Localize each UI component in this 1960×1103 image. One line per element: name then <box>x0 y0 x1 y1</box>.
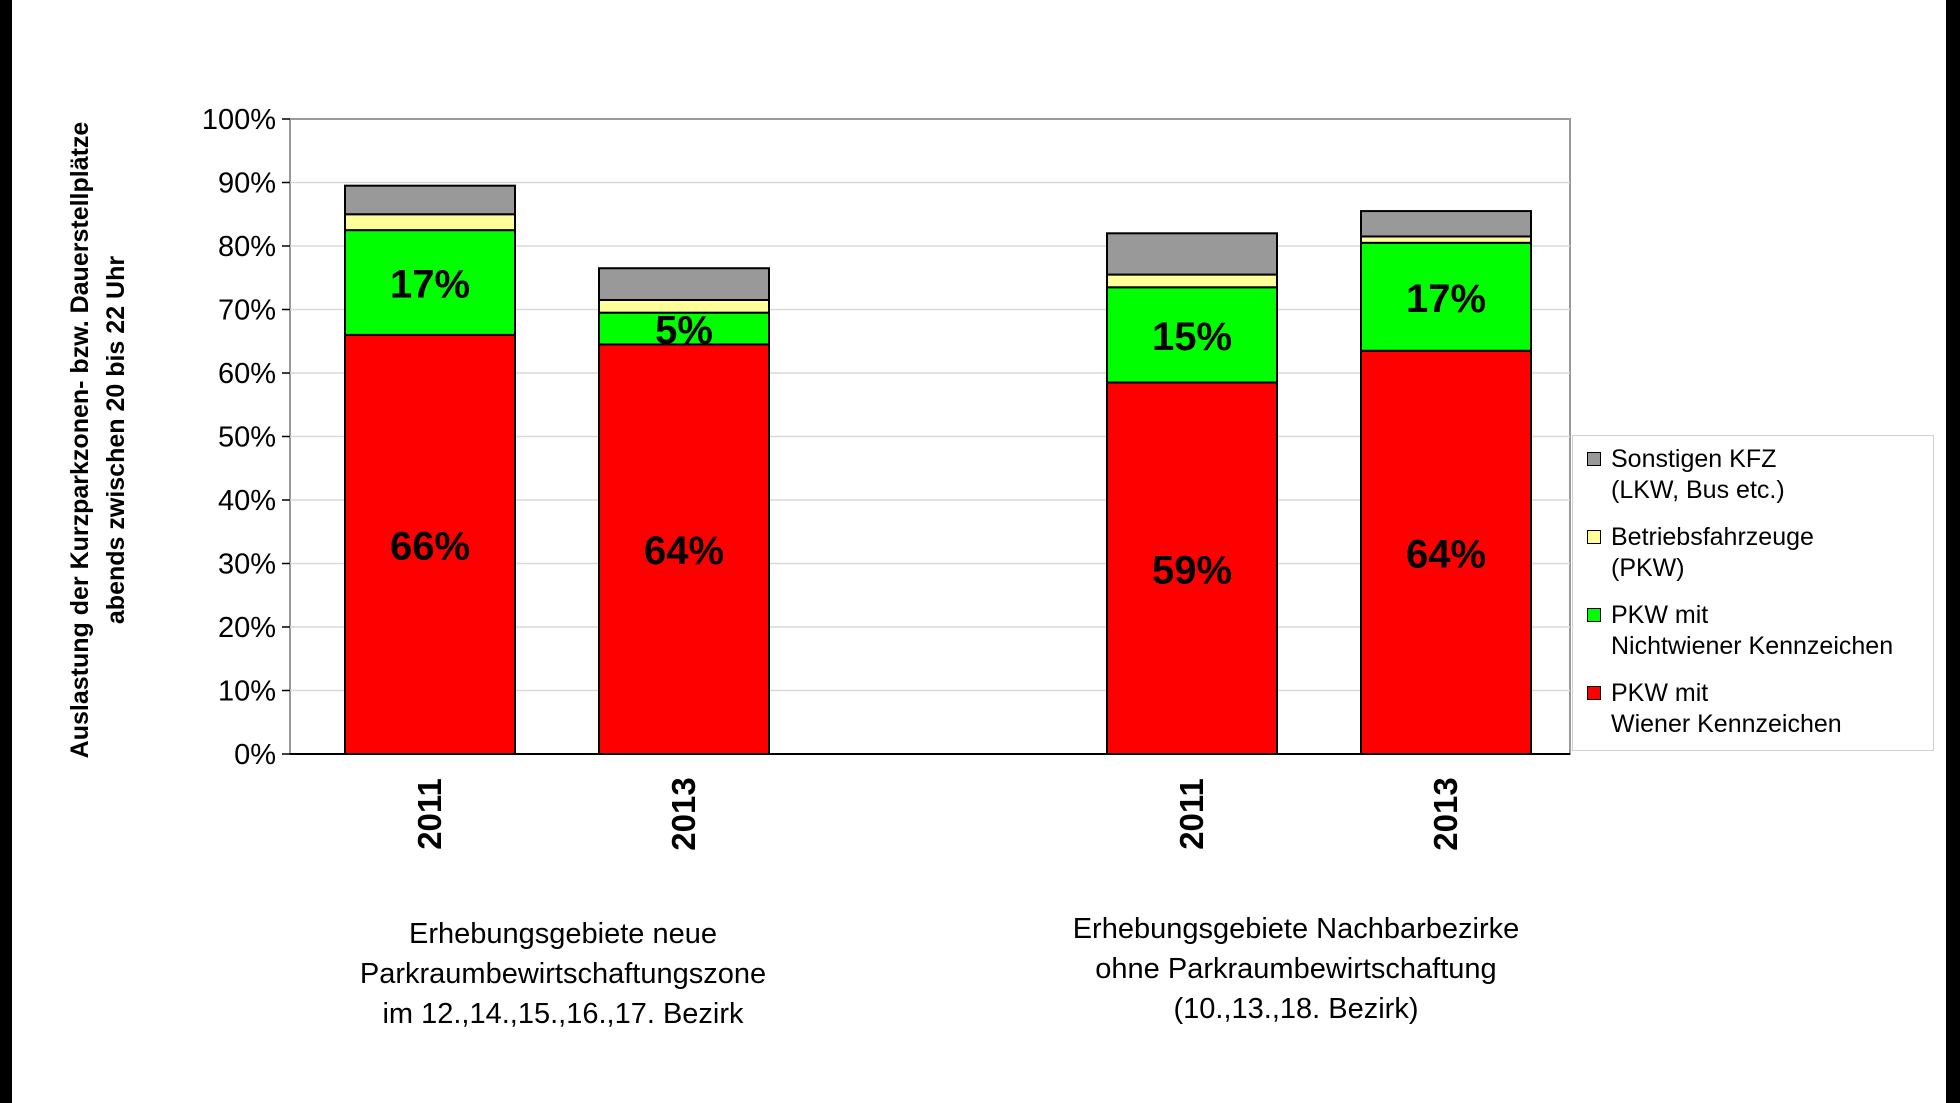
y-tick-label: 0% <box>234 739 276 771</box>
bar-segment <box>344 333 516 755</box>
x-axis-ticks: 2011 2013 2011 2013 <box>411 777 1464 850</box>
bar-segment <box>1360 349 1532 755</box>
y-tick-label: 70% <box>218 295 276 327</box>
group-label-line: ohne Parkraumbewirtschaftung <box>1095 953 1496 985</box>
bar-segment <box>1360 241 1532 352</box>
bar-segment <box>1106 232 1278 276</box>
bar-segment <box>1106 381 1278 755</box>
group-label-line: Erhebungsgebiete Nachbarbezirke <box>1073 913 1520 945</box>
legend-label: PKW mit Wiener Kennzeichen <box>1611 679 1842 738</box>
y-tick-label: 20% <box>218 612 276 644</box>
bars <box>344 184 1532 755</box>
y-tick-label: 50% <box>218 422 276 454</box>
y-tick-label: 80% <box>218 231 276 263</box>
y-axis-ticks: 0% 10% 20% 30% 40% 50% 60% 70% 80% 90% 100% <box>202 104 276 771</box>
y-tick-label: 60% <box>218 358 276 390</box>
group-label-line: Parkraumbewirtschaftungszone <box>360 958 766 990</box>
legend: Sonstigen KFZ (LKW, Bus etc.) Betriebsfah… <box>1572 435 1934 751</box>
legend-swatch <box>1587 530 1601 544</box>
stacked-bar-chart: 0% 10% 20% 30% 40% 50% 60% 70% 80% 90% 100% 66% 17%… <box>66 104 1571 1030</box>
bar-segment <box>344 184 516 216</box>
bar-segment <box>1106 273 1278 289</box>
group-label-line: Erhebungsgebiete neue <box>409 918 717 950</box>
bar-segment <box>344 229 516 336</box>
bar-value-label: 17% <box>390 263 470 307</box>
legend-label: Sonstigen KFZ (LKW, Bus etc.) <box>1611 445 1785 504</box>
y-tick-label: 10% <box>218 676 276 708</box>
bar-value-label: 17% <box>1406 277 1486 321</box>
bar-segment <box>598 311 770 346</box>
y-axis-title: Auslastung der Kurzparkzonen- bzw. Dauer… <box>66 122 130 759</box>
x-tick-label: 2013 <box>1427 777 1464 850</box>
group-label-line: (10.,13.,18. Bezirk) <box>1174 993 1419 1025</box>
legend-label: PKW mit Nichtwiener Kennzeichen <box>1611 601 1894 660</box>
group-labels: Erhebungsgebiete neue Parkraumbewirtschaf… <box>360 913 1519 1030</box>
bar-value-label: 64% <box>1406 532 1486 576</box>
bar-segment <box>598 343 770 755</box>
chart-canvas: 0% 10% 20% 30% 40% 50% 60% 70% 80% 90% 100% 66% 17%… <box>12 0 1946 1103</box>
y-tick-label: 30% <box>218 549 276 581</box>
bar-segment <box>1360 210 1532 238</box>
bar-value-label: 66% <box>390 524 470 568</box>
x-tick-label: 2013 <box>665 777 702 850</box>
bar-value-label: 59% <box>1152 548 1232 592</box>
segment-labels: 66% 17% 64% 5% 59% 15% 64% 17% <box>390 263 1486 593</box>
y-axis-title-line: abends zwischen 20 bis 22 Uhr <box>102 256 130 624</box>
bar-value-label: 64% <box>644 529 724 573</box>
y-axis-title-line: Auslastung der Kurzparkzonen- bzw. Dauer… <box>66 122 94 759</box>
bar-value-label: 15% <box>1152 315 1232 359</box>
y-tick-label: 100% <box>202 104 276 136</box>
x-tick-label: 2011 <box>1173 778 1210 850</box>
legend-swatch <box>1587 686 1601 700</box>
legend-swatch <box>1587 452 1601 466</box>
y-tick-label: 90% <box>218 168 276 200</box>
bar-segment <box>1106 286 1278 384</box>
y-tick-label: 40% <box>218 485 276 517</box>
group-label-line: im 12.,14.,15.,16.,17. Bezirk <box>382 998 744 1030</box>
bar-segment <box>598 267 770 301</box>
x-tick-label: 2011 <box>411 778 448 850</box>
legend-swatch <box>1587 608 1601 622</box>
bar-value-label: 5% <box>655 309 713 353</box>
bar-segment <box>344 213 516 232</box>
legend-label: Betriebsfahrzeuge (PKW) <box>1611 523 1814 582</box>
